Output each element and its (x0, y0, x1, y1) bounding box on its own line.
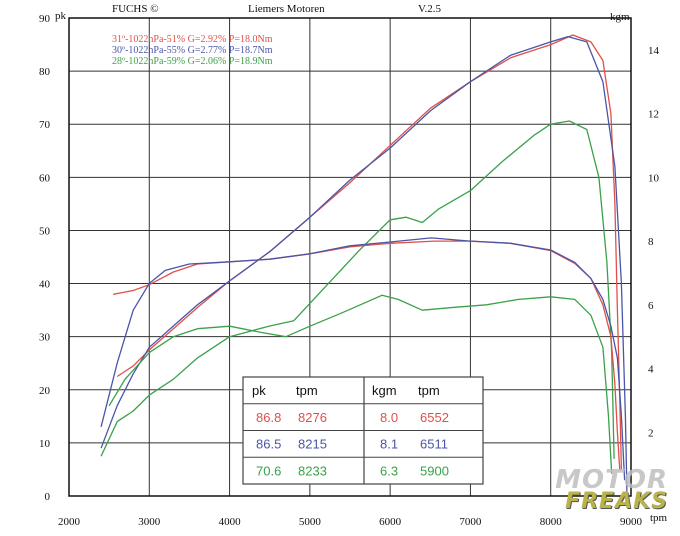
peak-table-cell: 8233 (298, 463, 327, 478)
right-axis-label: kgm (610, 11, 630, 23)
legend-entry: 31º-1022hPa-51% G=2.92% P=18.0Nm (112, 34, 273, 45)
header-version: V.2.5 (418, 3, 442, 15)
left-axis-tick-label: 50 (39, 225, 51, 237)
right-axis-tick-label: 14 (648, 45, 660, 57)
watermark-bottom-text: FREAKS (565, 489, 668, 514)
header-company: Liemers Motoren (248, 3, 325, 15)
peak-table-header: tpm (418, 383, 440, 398)
x-axis-label: tpm (650, 512, 668, 524)
peak-table-header: tpm (296, 383, 318, 398)
legend-entry: 28º-1022hPa-59% G=2.06% P=18.9Nm (112, 56, 273, 67)
peak-table-cell: 8.1 (380, 437, 398, 452)
peak-table-cell: 5900 (420, 463, 449, 478)
left-axis-tick-label: 70 (39, 119, 51, 131)
right-axis-tick-label: 10 (648, 172, 660, 184)
left-axis-tick-label: 30 (39, 332, 51, 344)
series-line-green-torque (108, 294, 613, 474)
left-axis-tick-label: 80 (39, 66, 51, 78)
x-axis-tick-label: 4000 (219, 516, 242, 528)
series-line-blue-power (100, 35, 628, 497)
x-axis-tick-label: 5000 (299, 516, 322, 528)
series-line-red-torque (113, 240, 621, 471)
left-axis-tick-label: 40 (39, 279, 51, 291)
right-axis-tick-label: 8 (648, 236, 654, 248)
series-line-red-power (116, 34, 623, 470)
x-axis-tick-label: 6000 (379, 516, 402, 528)
motor-freaks-watermark: MOTOR FREAKS (555, 465, 668, 525)
x-axis-tick-label: 7000 (459, 516, 482, 528)
x-axis-tick-label: 8000 (540, 516, 563, 528)
left-axis-label: pk (55, 10, 67, 22)
right-axis-tick-label: 12 (648, 109, 659, 121)
x-axis-tick-label: 9000 (620, 516, 643, 528)
peak-table-header: kgm (372, 383, 397, 398)
right-axis-tick-label: 6 (648, 300, 654, 312)
peak-table-cell: 86.8 (256, 410, 281, 425)
plot-frame (68, 17, 632, 497)
watermark-top-text: MOTOR (555, 465, 668, 495)
x-axis-tick-label: 3000 (138, 516, 161, 528)
peak-table-cell: 6552 (420, 410, 449, 425)
left-axis-tick-label: 10 (39, 438, 51, 450)
peak-table-cell: 6511 (420, 437, 448, 452)
peak-table-header: pk (252, 383, 266, 398)
header-brand: FUCHS © (112, 3, 159, 15)
series-line-blue-torque (100, 237, 626, 481)
left-axis-tick-label: 0 (45, 491, 51, 503)
legend-entry: 30º-1022hPa-55% G=2.77% P=18.7Nm (112, 45, 273, 56)
left-axis-tick-label: 20 (39, 385, 51, 397)
series-line-green-power (100, 120, 615, 459)
peak-table-cell: 8.0 (380, 410, 398, 425)
left-axis-tick-label: 90 (39, 13, 51, 25)
peak-table-cell: 8276 (298, 410, 327, 425)
left-axis-tick-label: 60 (39, 172, 51, 184)
peak-table-cell: 70.6 (256, 463, 281, 478)
right-axis-tick-label: 4 (648, 364, 654, 376)
right-axis-tick-label: 2 (648, 427, 654, 439)
peak-table-cell: 8215 (298, 437, 327, 452)
peak-table-cell: 86.5 (256, 437, 281, 452)
x-axis-tick-label: 2000 (58, 516, 81, 528)
peak-table-cell: 6.3 (380, 463, 398, 478)
